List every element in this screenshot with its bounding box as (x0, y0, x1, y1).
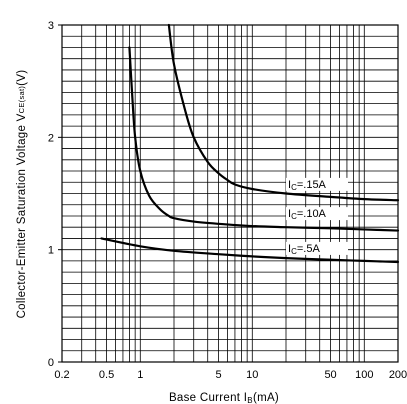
x-tick-label: 0.2 (54, 369, 69, 381)
grid (58, 24, 399, 363)
y-tick-label: 3 (48, 20, 54, 32)
series-label-bg (286, 207, 348, 221)
series-label: IC=.5A (288, 243, 320, 256)
series-labels: IC=.15A IC=.10A IC=.5A (286, 177, 348, 256)
plot-frame (61, 24, 399, 363)
series-lines (100, 23, 400, 264)
x-tick-label: 50 (324, 369, 336, 381)
y-tick-label: 2 (48, 132, 54, 144)
x-tick-label: 200 (389, 369, 407, 381)
x-tick-label: 0.5 (99, 369, 114, 381)
x-tick-label: 100 (355, 369, 373, 381)
x-axis-title: Base Current IB(mA) (169, 392, 279, 404)
y-tick-label: 1 (48, 245, 54, 257)
series-line (100, 237, 400, 264)
series-label: IC=.10A (288, 208, 327, 221)
series-line (128, 46, 400, 232)
series-label: IC=.15A (288, 179, 327, 192)
x-tick-labels: 0.2 0.5 1 5 10 50 100 200 (54, 369, 407, 381)
series-label-bg (286, 177, 348, 191)
x-tick-label: 10 (246, 369, 258, 381)
y-axis-title: Collector-Emitter Saturation Voltage VCE… (16, 70, 28, 319)
x-tick-label: 1 (137, 369, 143, 381)
series-line (167, 23, 400, 202)
y-tick-labels: 0 1 2 3 (48, 20, 54, 369)
y-tick-label: 0 (48, 357, 54, 369)
series-label-bg (286, 241, 348, 255)
x-tick-label: 5 (216, 369, 222, 381)
